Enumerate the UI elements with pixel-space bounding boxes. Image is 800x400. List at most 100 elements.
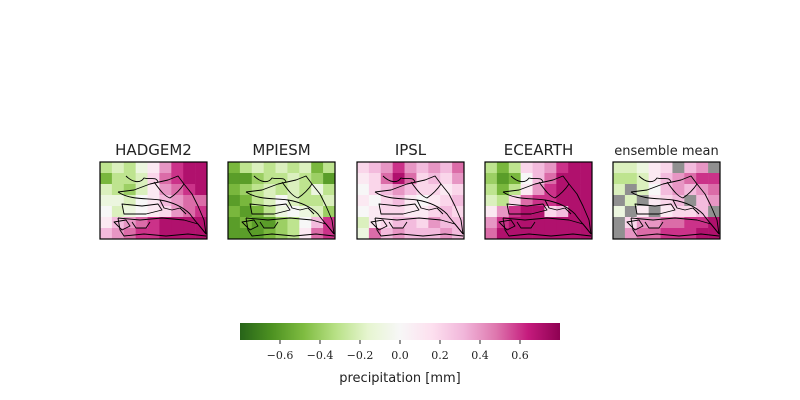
heatmap-cell: [496, 173, 510, 185]
heatmap-cell: [708, 217, 721, 229]
heatmap-cell: [636, 217, 649, 229]
heatmap-cell: [416, 195, 429, 207]
country-boundary: [502, 191, 592, 235]
masked-cell: [636, 195, 649, 207]
masked-cell: [613, 195, 626, 207]
country-boundary: [544, 199, 572, 215]
heatmap-cell: [239, 195, 253, 207]
heatmap-cell: [532, 184, 545, 196]
heatmap-cell: [392, 206, 405, 218]
country-boundary: [374, 217, 464, 235]
heatmap-cell: [404, 195, 417, 207]
heatmap-cell: [696, 228, 709, 240]
country-boundary: [370, 219, 388, 231]
heatmap-cell: [636, 228, 649, 240]
panel-title: HADGEM2: [115, 141, 192, 159]
country-boundary: [388, 221, 408, 229]
country-boundary: [502, 217, 592, 235]
heatmap-cell: [357, 173, 370, 185]
map-panels: HADGEM2 MPIESM IPSL ECEARTH ensemble mean: [99, 141, 721, 240]
heatmap-cell: [159, 228, 172, 240]
heatmap-cell: [696, 217, 709, 229]
map-panel: MPIESM: [227, 141, 336, 240]
heatmap-cell: [135, 173, 148, 185]
heatmap-cell: [580, 162, 593, 174]
heatmap-cell: [696, 206, 709, 218]
heatmap-cell: [299, 184, 312, 196]
heatmap-cell: [135, 184, 148, 196]
heatmap-cell: [195, 228, 208, 240]
heatmap-cell: [311, 173, 324, 185]
heatmap-cell: [404, 184, 417, 196]
heatmap-cell: [275, 184, 288, 196]
heatmap-cell: [171, 173, 184, 185]
heatmap-cell: [508, 184, 521, 196]
heatmap-cell: [123, 217, 136, 229]
heatmap-cell: [440, 184, 453, 196]
heatmap-cell: [392, 173, 405, 185]
panel-frame: [484, 161, 593, 240]
panel-frame: [356, 161, 465, 240]
country-boundary: [159, 199, 187, 215]
heatmap-cell: [251, 206, 264, 218]
heatmap-cell: [228, 228, 241, 240]
heatmap-cell: [660, 195, 673, 207]
heatmap-cell: [159, 217, 172, 229]
heatmap-cell: [428, 217, 441, 229]
heatmap-cell: [508, 162, 521, 174]
heatmap-cell: [440, 206, 453, 218]
heatmap-cell: [183, 184, 196, 196]
heatmap-cell: [580, 228, 593, 240]
heatmap-cell: [357, 217, 370, 229]
heatmap-cell: [532, 162, 545, 174]
country-boundary: [113, 219, 131, 231]
heatmap-cell: [239, 206, 253, 218]
heatmap-cell: [416, 228, 429, 240]
heatmap-cell: [100, 228, 113, 240]
country-boundary: [253, 175, 287, 183]
heatmap-cell: [496, 217, 510, 229]
heatmap-cell: [660, 162, 673, 174]
heatmap-cell: [239, 184, 253, 196]
heatmap-cell: [135, 162, 148, 174]
heatmap-cell: [159, 195, 172, 207]
heatmap-cell: [357, 228, 370, 240]
panel-frame: [227, 161, 336, 240]
heatmap-cell: [544, 173, 557, 185]
heatmap-cell: [544, 206, 557, 218]
heatmap-cell: [111, 228, 125, 240]
heatmap-cell: [520, 206, 533, 218]
heatmap-cell: [380, 228, 393, 240]
heatmap-cell: [416, 217, 429, 229]
heatmap-cell: [696, 184, 709, 196]
heatmap-cell: [496, 195, 510, 207]
heatmap-cell: [123, 162, 136, 174]
heatmap-cell: [556, 217, 569, 229]
heatmap-cell: [416, 162, 429, 174]
heatmap-cell: [263, 206, 276, 218]
heatmap-cell: [428, 162, 441, 174]
heatmap-cell: [147, 228, 160, 240]
heatmap-cell: [323, 173, 336, 185]
heatmap-cell: [287, 184, 300, 196]
heatmap-cell: [171, 162, 184, 174]
heatmap-cell: [440, 217, 453, 229]
heatmap-cell: [648, 173, 661, 185]
heatmap-cell: [111, 206, 125, 218]
heatmap-cell: [404, 228, 417, 240]
heatmap-cell: [520, 217, 533, 229]
heatmap-cell: [440, 162, 453, 174]
country-boundary: [245, 175, 335, 235]
heatmap-cell: [416, 173, 429, 185]
heatmap-cell: [111, 162, 125, 174]
heatmap-cell: [708, 173, 721, 185]
heatmap-cell: [311, 206, 324, 218]
heatmap-cell: [183, 217, 196, 229]
heatmap-cell: [672, 173, 685, 185]
heatmap-cell: [228, 162, 241, 174]
country-boundary: [374, 191, 464, 235]
country-boundary: [644, 221, 664, 229]
heatmap-cell: [416, 184, 429, 196]
map-panel: ECEARTH: [484, 141, 593, 240]
heatmap-cell: [648, 195, 661, 207]
